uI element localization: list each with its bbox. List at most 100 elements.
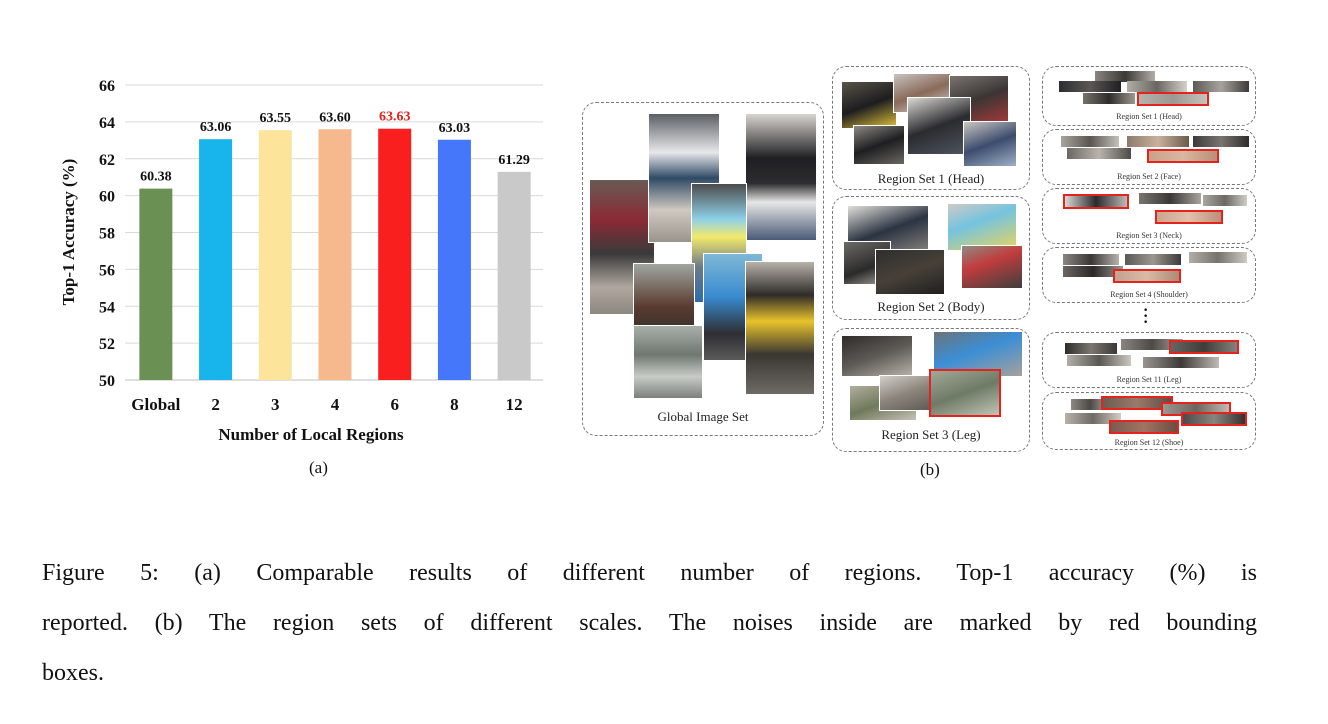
mid-region-set-2-label: Region Set 2 (Body) [877, 299, 985, 314]
bar-value-label: 63.06 [200, 120, 232, 135]
y-tick-label: 58 [99, 226, 115, 243]
caption-line-1: Figure 5: (a) Comparable results of diff… [42, 560, 1257, 586]
right-set12-noise-box-4 [1109, 420, 1179, 434]
bar [258, 130, 292, 380]
mid-region-set-3-box: Region Set 3 (Leg) [832, 328, 1030, 452]
right-set4-strip-1 [1063, 254, 1119, 265]
right-set4-strip-2 [1125, 254, 1181, 265]
right-set2-strip-3 [1193, 136, 1249, 147]
bar-value-label: 63.03 [439, 121, 471, 136]
right-set12-strip-2 [1101, 397, 1173, 409]
mid-set1-photo-1 [841, 81, 897, 129]
right-region-set-2-box: Region Set 2 (Face) [1042, 129, 1256, 185]
mid-set1-photo-6 [963, 121, 1017, 167]
mid-set3-photo-4 [879, 375, 935, 411]
right-set11-strip-3 [1169, 341, 1239, 353]
right-set3-noise-box-2 [1155, 210, 1223, 224]
bar-value-label: 61.29 [498, 153, 530, 168]
right-set1-strip-2 [1059, 81, 1121, 92]
x-tick-label: 2 [211, 395, 220, 414]
y-tick-label: 62 [99, 152, 115, 169]
y-axis-title: Top-1 Accuracy (%) [59, 159, 78, 306]
right-region-set-1-label: Region Set 1 (Head) [1116, 112, 1182, 121]
bar-value-label: 63.63 [379, 110, 411, 125]
right-set1-strip-6 [1137, 93, 1209, 105]
y-tick-label: 52 [99, 336, 115, 353]
right-set4-strip-4 [1063, 266, 1123, 277]
bar [139, 188, 173, 380]
bar [378, 128, 412, 380]
y-tick-label: 66 [99, 78, 115, 95]
right-region-set-3-box: Region Set 3 (Neck) [1042, 188, 1256, 244]
x-tick-label: Global [131, 395, 180, 414]
mid-set3-noise-box [929, 369, 1001, 417]
right-region-set-3-label: Region Set 3 (Neck) [1116, 231, 1182, 240]
right-set1-strip-3 [1127, 81, 1187, 92]
bar [497, 171, 531, 380]
x-tick-label: 8 [450, 395, 459, 414]
right-region-set-1-box: Region Set 1 (Head) [1042, 66, 1256, 126]
right-set12-noise-box-3 [1181, 412, 1247, 426]
right-set3-strip-1 [1063, 195, 1129, 208]
right-set3-strip-4 [1155, 211, 1223, 223]
y-tick-label: 64 [99, 115, 115, 132]
x-axis-title: Number of Local Regions [218, 425, 404, 444]
global-photo-7 [745, 261, 815, 395]
y-tick-label: 50 [99, 373, 115, 390]
mid-set1-photo-4 [853, 125, 905, 165]
right-set2-strip-4 [1067, 148, 1131, 159]
right-region-set-11-box: Region Set 11 (Leg) [1042, 332, 1256, 388]
right-set11-strip-5 [1143, 357, 1219, 368]
y-tick-label: 56 [99, 262, 115, 279]
mid-region-set-1-label: Region Set 1 (Head) [877, 171, 985, 186]
right-set4-strip-5 [1113, 270, 1181, 282]
global-photo-3 [745, 113, 817, 241]
accuracy-bar-chart: 50525456586062646660.38Global63.06263.55… [59, 78, 543, 444]
mid-set2-photo-5 [961, 245, 1023, 289]
mid-region-set-2-box: Region Set 2 (Body) [832, 196, 1030, 320]
bar-value-label: 63.60 [319, 110, 351, 125]
x-tick-label: 3 [271, 395, 280, 414]
mid-set3-photo-1 [841, 335, 913, 377]
right-region-set-12-label: Region Set 12 (Shoe) [1114, 438, 1184, 447]
y-tick-label: 60 [99, 189, 115, 206]
x-tick-label: 12 [506, 395, 523, 414]
right-set11-strip-1 [1065, 343, 1117, 354]
global-image-set-box: Global Image Set [582, 102, 824, 436]
x-tick-label: 6 [390, 395, 399, 414]
mid-region-set-1-box: Region Set 1 (Head) [832, 66, 1030, 190]
right-set2-noise-box [1147, 149, 1219, 163]
right-set3-noise-box-1 [1063, 194, 1129, 209]
right-set11-noise-box [1169, 340, 1239, 354]
right-set12-strip-4 [1181, 413, 1247, 425]
right-set1-strip-4 [1193, 81, 1249, 92]
global-photo-8 [633, 325, 703, 399]
right-set1-noise-box [1137, 92, 1209, 106]
right-region-set-11-label: Region Set 11 (Leg) [1116, 375, 1182, 384]
right-set4-strip-3 [1189, 252, 1247, 263]
right-set3-strip-3 [1203, 195, 1247, 206]
x-tick-label: 4 [331, 395, 340, 414]
global-image-set-label: Global Image Set [657, 409, 749, 424]
right-region-set-4-box: Region Set 4 (Shoulder) [1042, 247, 1256, 303]
bar-value-label: 63.55 [260, 111, 292, 126]
bar-value-label: 60.38 [140, 170, 172, 185]
mid-set1-photo-5 [907, 97, 971, 155]
figure-b-label: (b) [920, 460, 940, 479]
caption-line-3: boxes. [42, 660, 104, 686]
bar [199, 139, 233, 380]
right-set1-strip-5 [1083, 93, 1135, 104]
mid-region-set-3-label: Region Set 3 (Leg) [881, 427, 981, 442]
figure-caption: Figure 5: (a) Comparable results of diff… [42, 548, 1257, 698]
right-region-set-2-label: Region Set 2 (Face) [1117, 172, 1181, 181]
right-set3-strip-2 [1139, 193, 1201, 204]
right-set11-strip-2 [1121, 339, 1183, 350]
bar [318, 129, 352, 380]
figure-a-label: (a) [309, 458, 328, 477]
right-set12-strip-6 [1109, 421, 1179, 433]
caption-line-2: reported. (b) The region sets of differe… [42, 610, 1257, 636]
y-tick-label: 54 [99, 299, 115, 316]
right-set12-strip-1 [1071, 399, 1109, 410]
mid-set2-photo-4 [875, 249, 945, 295]
right-set4-noise-box [1113, 269, 1181, 283]
